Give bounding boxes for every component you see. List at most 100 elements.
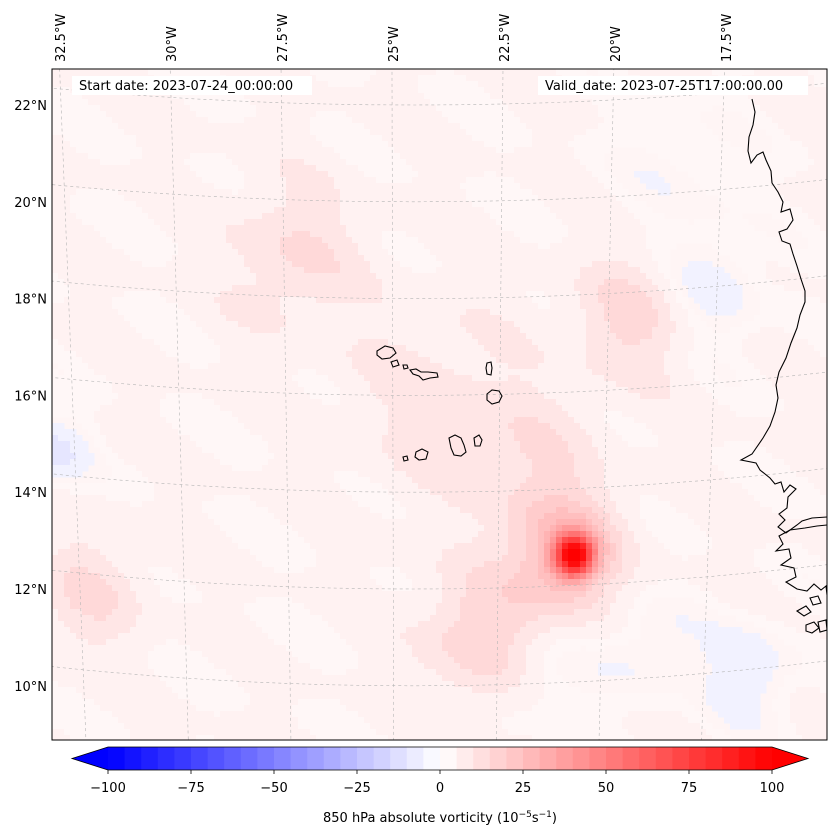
colorbar-block (755, 747, 773, 770)
latitude-tick-labels: 22°N 20°N 18°N 16°N 14°N 12°N 10°N (14, 99, 47, 695)
colorbar-block (689, 747, 706, 770)
colorbar: −100 −75 −50 −25 0 25 50 75 100 850 hPa absolute… (70, 746, 810, 826)
santiago-island (448, 434, 467, 457)
map-frame (51, 68, 828, 741)
colorbar-block (556, 747, 574, 770)
colorbar-tick-label: 0 (436, 781, 444, 796)
lat-tick-label: 22°N (14, 99, 47, 114)
africa-coastline-south (774, 524, 827, 596)
colorbar-block (738, 747, 756, 770)
colorbar-block (141, 747, 159, 770)
meridian-line (280, 69, 292, 740)
colorbar-block (357, 747, 374, 770)
colorbar-block (523, 747, 540, 770)
colorbar-block (672, 747, 690, 770)
colorbar-block (539, 747, 557, 770)
colorbar-block (191, 747, 208, 770)
valid-date-label: Valid_date: 2023-07-25T17:00:00.00 (545, 79, 783, 94)
colorbar-block (639, 747, 657, 770)
sal-island (485, 361, 493, 376)
colorbar-block (390, 747, 408, 770)
colorbar-block (572, 747, 590, 770)
colorbar-tick-label: −25 (343, 781, 370, 796)
boa-vista-island (486, 389, 503, 405)
colorbar-block (340, 747, 358, 770)
colorbar-block (489, 747, 507, 770)
parallel-line (52, 371, 827, 396)
colorbar-extend-low (72, 747, 108, 770)
meridian-line (391, 69, 394, 740)
lon-tick-label: 32.5°W (54, 14, 69, 62)
lon-tick-label: 22.5°W (498, 14, 513, 62)
colorbar-block (257, 747, 275, 770)
lon-tick-label: 25°W (387, 26, 402, 62)
bissagos-islands (795, 595, 827, 634)
maio-island (473, 434, 483, 447)
sao-nicolau-island (409, 368, 439, 381)
lat-tick-label: 12°N (14, 583, 47, 598)
santa-luzia-island (402, 364, 409, 370)
lat-tick-label: 16°N (14, 389, 47, 404)
colorbar-block (423, 747, 441, 770)
colorbar-block (174, 747, 192, 770)
meridian-line (169, 69, 189, 740)
coastlines (376, 98, 827, 634)
meridian-line (701, 69, 725, 740)
start-date-box (72, 76, 312, 95)
colorbar-block (456, 747, 474, 770)
lon-tick-label: 17.5°W (720, 14, 735, 62)
colorbar-blocks (108, 747, 773, 770)
colorbar-block (157, 747, 175, 770)
colorbar-block (722, 747, 740, 770)
colorbar-block (207, 747, 225, 770)
colorbar-block (290, 747, 308, 770)
colorbar-block (274, 747, 291, 770)
start-date-label: Start date: 2023-07-24_00:00:00 (79, 79, 293, 94)
colorbar-block (705, 747, 723, 770)
colorbar-block (606, 747, 623, 770)
colorbar-tick-label: 75 (681, 781, 698, 796)
meridian-line (598, 69, 615, 740)
parallel-line (52, 564, 827, 590)
colorbar-tick-label: −75 (177, 781, 204, 796)
meridian-line (496, 69, 504, 740)
colorbar-extend-high (772, 747, 808, 770)
brava-island (402, 455, 409, 462)
parallel-line (52, 275, 827, 299)
colorbar-block (506, 747, 524, 770)
vorticity-field (52, 69, 827, 740)
lon-tick-label: 27.5°W (276, 14, 291, 62)
lon-tick-label: 30°W (165, 26, 180, 62)
fogo-island (414, 448, 429, 461)
lat-tick-label: 14°N (14, 486, 47, 501)
colorbar-tick-label: 25 (515, 781, 532, 796)
colorbar-tick-label: −50 (260, 781, 287, 796)
colorbar-block (406, 747, 424, 770)
meridian-line (59, 69, 87, 740)
colorbar-block (655, 747, 673, 770)
colorbar-block (240, 747, 258, 770)
colorbar-block (323, 747, 341, 770)
lat-tick-label: 18°N (14, 293, 47, 308)
colorbar-ticks: −100 −75 −50 −25 0 25 50 75 100 (90, 770, 784, 796)
colorbar-block (124, 747, 142, 770)
colorbar-block (440, 747, 457, 770)
parallel-line (52, 660, 827, 687)
longitude-tick-labels: 32.5°W 30°W 27.5°W 25°W 22.5°W 20°W 17.5°W (54, 14, 735, 62)
colorbar-block (622, 747, 640, 770)
colorbar-tick-label: 100 (760, 781, 785, 796)
lat-tick-label: 10°N (14, 680, 47, 695)
lat-tick-label: 20°N (14, 196, 47, 211)
africa-coastline (739, 98, 827, 534)
valid-date-box (538, 76, 808, 95)
santo-antao-island (376, 345, 397, 360)
colorbar-block (589, 747, 607, 770)
colorbar-block (473, 747, 491, 770)
colorbar-block (307, 747, 325, 770)
colorbar-tick-label: −100 (90, 781, 126, 796)
colorbar-block (224, 747, 242, 770)
colorbar-block (108, 747, 125, 770)
